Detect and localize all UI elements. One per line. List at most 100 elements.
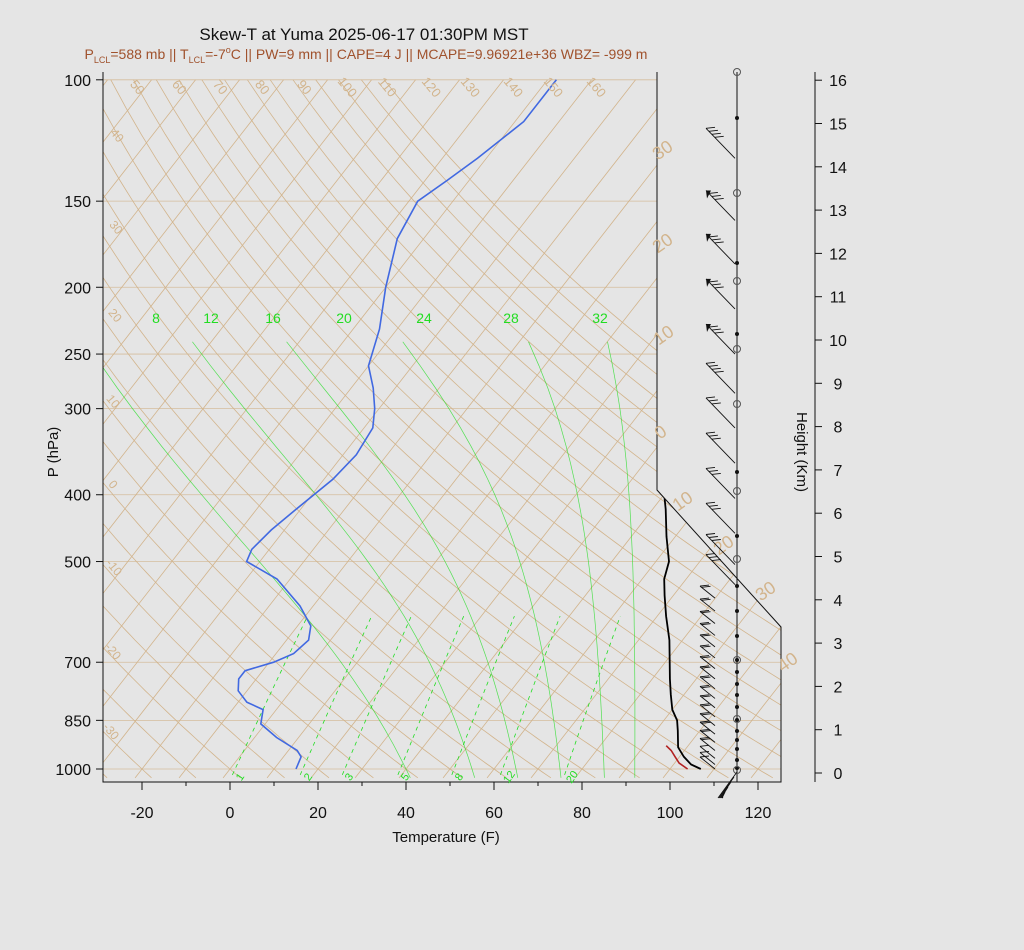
subtitle-t-sub: LCL — [189, 55, 206, 65]
wind-barb-tick — [705, 396, 716, 399]
dry-adiabat — [103, 79, 781, 779]
wind-barb-shaft — [699, 634, 716, 648]
dry-adiabat — [201, 79, 781, 779]
subtitle-p: P — [85, 46, 94, 62]
wind-barb-shaft — [705, 432, 736, 464]
wind-barb-tick — [708, 235, 718, 238]
wind-barb-shaft — [705, 128, 736, 159]
wind-barb-tick — [701, 623, 711, 626]
isotherm-line — [103, 79, 636, 779]
wind-barb-shaft — [699, 676, 716, 690]
wind-level-circle — [733, 766, 741, 774]
dry-adiabat — [292, 79, 781, 779]
wind-dot — [735, 261, 739, 265]
height-tick-label: 7 — [834, 463, 843, 480]
wind-barb-tick — [708, 536, 718, 538]
height-tick-label: 1 — [834, 723, 843, 740]
wind-barb-tick — [701, 730, 711, 733]
dry-adiabat — [103, 79, 419, 779]
dry-adiabat — [103, 79, 330, 779]
wind-barb-tick — [708, 556, 718, 559]
subtitle-p-sub: LCL — [94, 55, 111, 65]
wind-level-circle — [733, 189, 741, 197]
wind-dot — [735, 682, 739, 686]
dry-adiabat — [103, 79, 685, 779]
wind-barb — [705, 533, 736, 565]
wind-barb-tick — [705, 467, 716, 469]
isotherm-line — [971, 80, 1024, 778]
wind-barb-tick — [701, 695, 711, 698]
wind-barb-shaft — [705, 323, 736, 355]
p-tick-label: 500 — [64, 555, 91, 572]
isotherm-line — [103, 79, 592, 779]
isotherm-line — [883, 80, 1024, 778]
isotherm-line — [103, 79, 416, 779]
dry-adiabat — [103, 79, 640, 779]
wind-barb — [699, 610, 716, 624]
mixing-ratio-label-bottom: 2 — [302, 771, 315, 783]
wind-barb — [705, 431, 736, 464]
wind-barb-tick — [699, 751, 710, 753]
wind-barb-tick — [699, 703, 710, 706]
dry-adiabat — [103, 79, 374, 779]
plot-area — [103, 72, 781, 782]
wind-barb-tick — [699, 684, 710, 687]
subtitle-deg: o — [226, 45, 231, 55]
wind-barb-tick — [708, 280, 718, 283]
wind-barb-tick — [699, 744, 710, 747]
wind-dot — [735, 747, 739, 751]
wind-level-circle — [733, 345, 741, 353]
dry-adiabat — [315, 79, 781, 779]
wind-barb-shaft — [705, 397, 736, 429]
wind-barb-tick — [711, 559, 721, 562]
height-tick-label: 0 — [834, 766, 843, 783]
dry-adiabat — [178, 79, 781, 779]
height-tick-label: 8 — [834, 420, 843, 437]
wind-barb-tick — [714, 370, 724, 373]
wind-dot — [735, 534, 739, 538]
surface-wind-barb — [719, 781, 732, 799]
wind-barb-shaft — [699, 623, 716, 636]
wind-barb-shaft — [699, 756, 716, 770]
p-tick-label: 150 — [64, 194, 91, 211]
p-tick-label: 300 — [64, 402, 91, 419]
x-axis-label: Temperature (F) — [392, 829, 500, 846]
wind-barb-shaft — [705, 554, 736, 585]
isotherm-line — [134, 79, 680, 779]
dry-adiabat — [269, 79, 781, 779]
wind-barbs — [699, 68, 741, 799]
wind-barb — [705, 190, 736, 221]
wind-barb-tick — [711, 539, 721, 541]
height-tick-label: 6 — [834, 506, 843, 523]
wind-barb-tick — [711, 402, 721, 405]
wind-barb-tick — [708, 325, 718, 328]
y-axis-label: P (hPa) — [45, 427, 62, 478]
moist-adiabat — [528, 341, 605, 778]
wind-barb — [705, 467, 736, 499]
mixing-ratio-label-bottom: 12 — [501, 769, 518, 786]
dry-adiabat — [247, 79, 781, 779]
dry-adiabat — [0, 80, 18, 778]
x-tick-label: 100 — [657, 805, 684, 822]
wind-barb-shaft — [699, 721, 716, 735]
wind-barb-shaft — [699, 666, 716, 680]
wind-dot — [735, 658, 739, 662]
wind-barb-tick — [711, 367, 721, 370]
wind-barb-tick — [714, 286, 724, 289]
wind-barb-tick — [701, 598, 711, 601]
wind-barb-tick — [711, 473, 721, 475]
wind-barb-tick — [711, 437, 721, 440]
wind-barb — [705, 233, 736, 265]
x-tick-label: 20 — [309, 805, 327, 822]
wind-dot — [735, 670, 739, 674]
wind-level-circle — [733, 715, 741, 723]
dry-adiabat — [103, 79, 729, 779]
wind-barb — [699, 737, 716, 751]
height-tick-label: 5 — [834, 550, 843, 567]
dry-adiabat — [103, 79, 197, 779]
wind-barb — [705, 501, 736, 534]
wind-barb-shaft — [699, 704, 716, 718]
wind-barb-shaft — [705, 502, 736, 534]
wind-dot — [735, 738, 739, 742]
